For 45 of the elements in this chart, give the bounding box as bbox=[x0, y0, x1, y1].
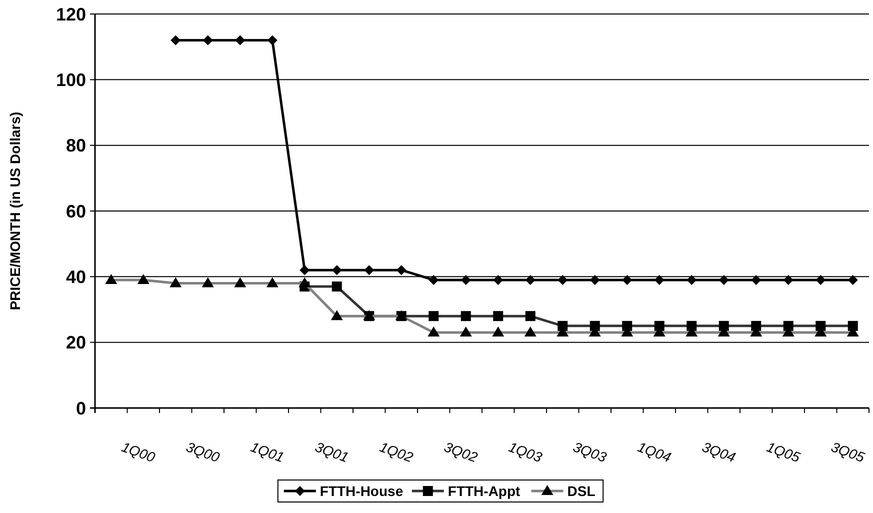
x-tick-label: 3Q03 bbox=[571, 438, 609, 466]
legend-label: FTTH-Appt bbox=[448, 482, 521, 499]
x-tick-label: 1Q00 bbox=[120, 438, 158, 466]
point bbox=[816, 274, 826, 285]
point bbox=[493, 274, 504, 285]
y-tick-label: 120 bbox=[56, 4, 86, 24]
point bbox=[235, 35, 246, 46]
point bbox=[267, 35, 278, 46]
point bbox=[718, 274, 729, 285]
y-tick-label: 40 bbox=[66, 266, 86, 287]
point bbox=[428, 274, 439, 285]
x-tick-label: 3Q00 bbox=[184, 438, 222, 466]
x-tick-label: 3Q05 bbox=[829, 438, 867, 466]
point bbox=[364, 265, 374, 276]
point bbox=[654, 274, 664, 285]
x-tick-label: 3Q01 bbox=[313, 438, 351, 466]
y-tick-label: 80 bbox=[66, 136, 86, 156]
legend-label: FTTH-House bbox=[320, 482, 404, 499]
point bbox=[558, 274, 568, 285]
legend-label: DSL bbox=[567, 482, 596, 499]
point bbox=[622, 274, 632, 285]
x-tick-label: 1Q02 bbox=[378, 438, 416, 466]
point bbox=[460, 274, 471, 285]
point bbox=[686, 274, 697, 285]
x-tick-label: 3Q04 bbox=[700, 438, 738, 466]
point bbox=[525, 274, 536, 285]
point bbox=[170, 35, 181, 46]
y-tick-label: 0 bbox=[76, 398, 86, 418]
x-tick-label: 1Q03 bbox=[506, 438, 544, 466]
point bbox=[848, 274, 858, 285]
x-tick-label: 1Q01 bbox=[248, 438, 286, 466]
y-axis-title: PRICE/MONTH (in US Dollars) bbox=[7, 112, 23, 310]
y-tick-label: 20 bbox=[66, 332, 86, 353]
y-tick-label: 60 bbox=[66, 201, 86, 222]
point bbox=[783, 274, 794, 285]
point bbox=[590, 274, 600, 285]
point bbox=[396, 265, 406, 276]
point bbox=[300, 265, 310, 276]
x-tick-label: 1Q05 bbox=[764, 438, 802, 466]
point bbox=[332, 265, 342, 276]
x-tick-label: 1Q04 bbox=[636, 438, 674, 466]
point bbox=[202, 35, 213, 46]
point bbox=[751, 274, 762, 285]
y-tick-label: 100 bbox=[56, 70, 86, 90]
x-tick-label: 3Q02 bbox=[442, 438, 480, 466]
